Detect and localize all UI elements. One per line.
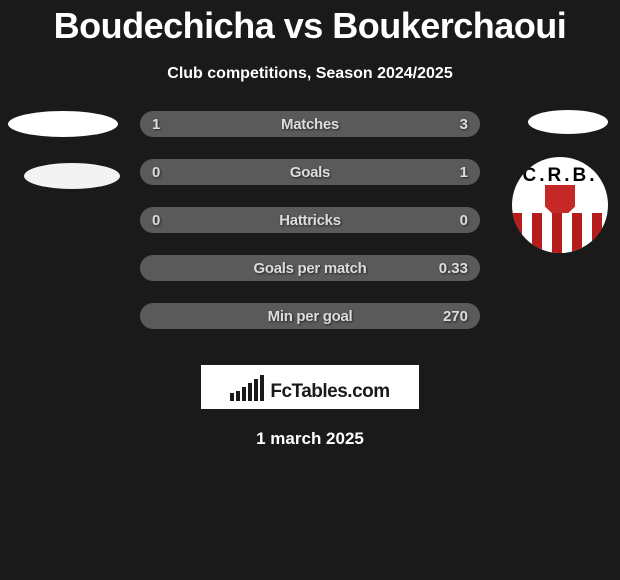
- stat-row: 270: [0, 303, 620, 329]
- stats-panel: C.R.B. 1301000.33270: [0, 111, 620, 351]
- stat-row: 13: [0, 111, 620, 137]
- stat-value-right: 0: [460, 212, 468, 229]
- stat-bar: 270: [140, 303, 480, 329]
- brand-bar-icon: [260, 375, 264, 401]
- brand-bar-icon: [230, 393, 234, 401]
- screenshot-root: Boudechicha vs Boukerchaoui Club competi…: [0, 0, 620, 580]
- brand-chart-icon: [230, 375, 264, 401]
- stat-row: 00: [0, 207, 620, 233]
- stat-value-right: 270: [443, 308, 468, 325]
- brand-bar-icon: [242, 387, 246, 401]
- brand-bar-icon: [248, 383, 252, 401]
- stat-row: 0.33: [0, 255, 620, 281]
- stat-value-left: 0: [152, 212, 160, 229]
- stat-value-left: 0: [152, 164, 160, 181]
- stat-bar: 13: [140, 111, 480, 137]
- brand-text: FcTables.com: [270, 381, 389, 403]
- stat-bar: 01: [140, 159, 480, 185]
- brand-bar-icon: [236, 391, 240, 401]
- branding-box: FcTables.com: [201, 365, 419, 409]
- stat-row: 01: [0, 159, 620, 185]
- stat-value-left: 1: [152, 116, 160, 133]
- page-title: Boudechicha vs Boukerchaoui: [54, 5, 567, 47]
- page-subtitle: Club competitions, Season 2024/2025: [167, 65, 452, 83]
- stat-value-right: 3: [460, 116, 468, 133]
- stat-bar: 0.33: [140, 255, 480, 281]
- stat-value-right: 1: [460, 164, 468, 181]
- brand-bar-icon: [254, 379, 258, 401]
- stat-value-right: 0.33: [439, 260, 468, 277]
- footer-date: 1 march 2025: [256, 429, 364, 449]
- stat-bar: 00: [140, 207, 480, 233]
